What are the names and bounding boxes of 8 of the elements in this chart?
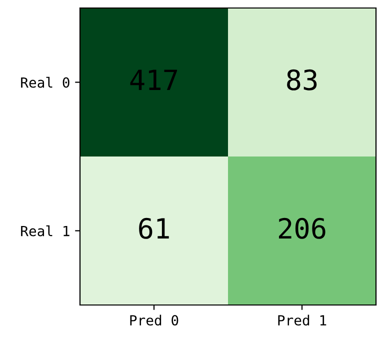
data-label: 61 — [139, 218, 169, 239]
data-label: 83 — [287, 69, 317, 90]
data-label: 206 — [278, 218, 326, 239]
data-label: 417 — [130, 70, 177, 90]
x-tick-label: Pred 1 — [278, 314, 326, 326]
y-tick-label: Real 0 — [21, 76, 70, 88]
y-tick-label: Real 1 — [21, 225, 70, 236]
x-tick-label: Pred 0 — [130, 314, 178, 326]
